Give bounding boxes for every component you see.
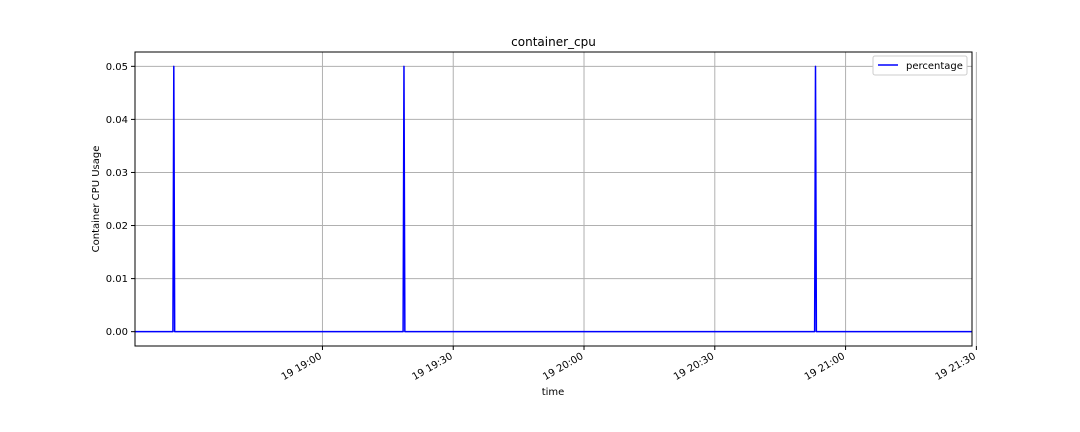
y-tick-label: 0.04 bbox=[106, 115, 128, 126]
grid bbox=[135, 52, 977, 346]
plot-frame bbox=[134, 51, 973, 347]
y-tick-label: 0.01 bbox=[106, 274, 128, 285]
y-tick-label: 0.00 bbox=[106, 327, 128, 338]
legend: percentage bbox=[872, 55, 968, 76]
y-axis-label: Container CPU Usage bbox=[91, 146, 102, 253]
legend-label-percentage: percentage bbox=[906, 61, 963, 72]
y-tick-label: 0.02 bbox=[106, 221, 128, 232]
y-tick-label: 0.05 bbox=[106, 62, 128, 73]
y-tick-label: 0.03 bbox=[106, 168, 128, 179]
x-axis-label: time bbox=[542, 387, 565, 398]
series-layer bbox=[135, 65, 972, 333]
chart-title: container_cpu bbox=[511, 35, 596, 49]
legend-box bbox=[872, 55, 968, 76]
y-axis-ticks: 0.00 0.01 0.02 0.03 0.04 0.05 bbox=[106, 62, 135, 338]
